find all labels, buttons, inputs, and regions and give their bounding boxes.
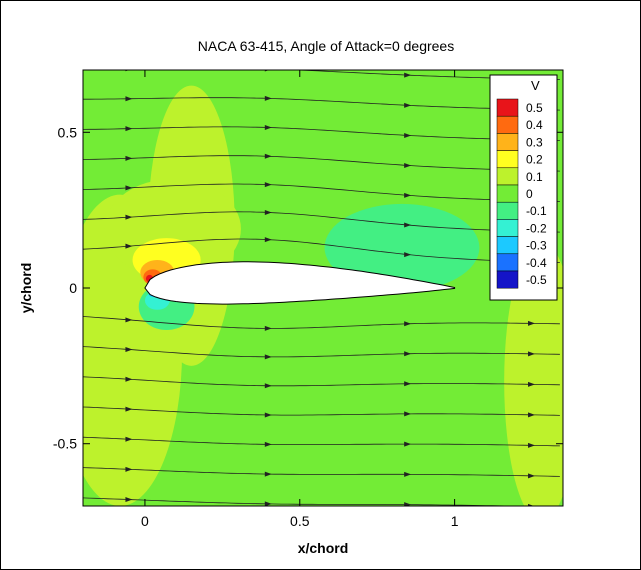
legend-label: -0.5	[526, 273, 547, 287]
streamline	[83, 211, 560, 233]
streamline-arrow	[125, 347, 133, 353]
x-tick-label: 1	[451, 513, 459, 529]
streamline-arrow	[404, 441, 412, 447]
streamline-arrow	[125, 497, 133, 503]
streamline-arrow	[264, 125, 272, 131]
streamline-arrow	[264, 182, 272, 188]
streamline-arrow	[404, 321, 412, 327]
streamline	[83, 238, 560, 263]
legend-label: -0.3	[526, 239, 547, 253]
streamline-arrow	[404, 411, 412, 417]
streamline	[83, 183, 560, 202]
legend-label: 0.4	[526, 118, 543, 132]
streamline-arrow	[264, 153, 272, 159]
legend-label: -0.4	[526, 256, 547, 270]
y-tick-label: 0	[69, 280, 77, 296]
streamline-arrow	[404, 132, 412, 138]
streamline	[83, 155, 560, 172]
streamline-arrow	[125, 466, 133, 472]
streamline-arrow	[125, 436, 133, 442]
contour-region	[504, 241, 563, 506]
streamline-arrow	[264, 412, 272, 418]
streamline-arrow	[528, 351, 536, 357]
legend-swatch	[496, 184, 519, 203]
legend-swatch	[496, 253, 519, 272]
streamline-arrow	[264, 237, 272, 243]
streamline-arrow	[528, 320, 536, 326]
streamline-arrow	[404, 351, 412, 357]
contour-region	[324, 203, 480, 292]
streamline-arrow	[528, 381, 536, 387]
streamline-arrow	[125, 126, 133, 132]
y-tick-label: 0.5	[58, 124, 78, 140]
legend-label: 0.1	[526, 170, 543, 184]
streamline-arrow	[264, 95, 272, 101]
legend: V 0.5 0.4 0.3 0.2 0.1 0 -0.1 -0.2 -0.3 -0.4 -0.5	[489, 74, 558, 301]
streamline	[83, 97, 560, 111]
streamline-arrow	[264, 501, 272, 506]
y-tick-label: -0.5	[53, 436, 77, 452]
streamline-arrow	[404, 72, 412, 78]
streamline-arrow	[264, 325, 272, 331]
legend-swatch	[496, 98, 519, 117]
streamline-arrow	[125, 243, 133, 249]
streamline-arrow	[528, 412, 536, 418]
legend-swatch	[496, 270, 519, 289]
streamline-arrow	[404, 502, 412, 506]
legend-swatch	[496, 167, 519, 186]
streamline-arrow	[125, 155, 133, 161]
streamline-arrow	[125, 96, 133, 102]
streamline-arrow	[404, 192, 412, 198]
legend-label: 0	[526, 187, 533, 201]
streamline-arrow	[125, 406, 133, 412]
streamline	[83, 126, 560, 141]
x-tick-label: 0.5	[290, 513, 310, 529]
streamline	[83, 346, 560, 358]
y-axis-label: y/chord	[18, 263, 34, 314]
streamline-arrow	[125, 214, 133, 220]
streamline-arrow	[404, 252, 412, 258]
airfoil	[144, 261, 456, 305]
streamline-arrow	[404, 162, 412, 168]
streamline	[83, 436, 560, 447]
streamline-arrow	[528, 473, 536, 479]
plot-area	[83, 70, 563, 506]
legend-label: -0.2	[526, 221, 547, 235]
chart-title: NACA 63-415, Angle of Attack=0 degrees	[198, 38, 454, 54]
streamline	[83, 406, 560, 416]
legend-swatch	[496, 115, 519, 134]
legend-label: 0.3	[526, 135, 543, 149]
streamline-arrow	[404, 471, 412, 477]
legend-title: V	[531, 78, 540, 93]
streamline-arrow	[404, 381, 412, 387]
legend-label: 0.2	[526, 153, 543, 167]
axes: 0 0.5 1 -0.5 0 0.5	[53, 70, 563, 529]
streamline	[287, 70, 560, 80]
x-axis-label: x/chord	[298, 540, 349, 556]
streamline-arrow	[125, 185, 133, 191]
x-tick-label: 0	[141, 513, 149, 529]
streamline-arrow	[528, 442, 536, 448]
streamline-arrow	[404, 222, 412, 228]
legend-label: -0.1	[526, 204, 547, 218]
streamline-arrow	[125, 376, 133, 382]
streamline	[83, 316, 560, 329]
streamline-arrow	[264, 471, 272, 477]
streamline-arrow	[528, 503, 535, 506]
legend-swatch	[496, 236, 519, 255]
streamline	[83, 376, 560, 387]
legend-label: 0.5	[526, 101, 543, 115]
legend-swatch	[496, 219, 519, 237]
streamline-arrow	[264, 383, 272, 389]
legend-swatch	[496, 150, 519, 169]
streamline	[83, 467, 560, 477]
streamline-arrow	[264, 209, 272, 215]
legend-swatch	[496, 133, 519, 151]
streamline-arrow	[404, 102, 412, 108]
legend-swatch	[496, 201, 519, 220]
streamline-arrow	[264, 354, 272, 360]
streamline-arrow	[264, 441, 272, 447]
streamline-arrow	[125, 317, 133, 323]
